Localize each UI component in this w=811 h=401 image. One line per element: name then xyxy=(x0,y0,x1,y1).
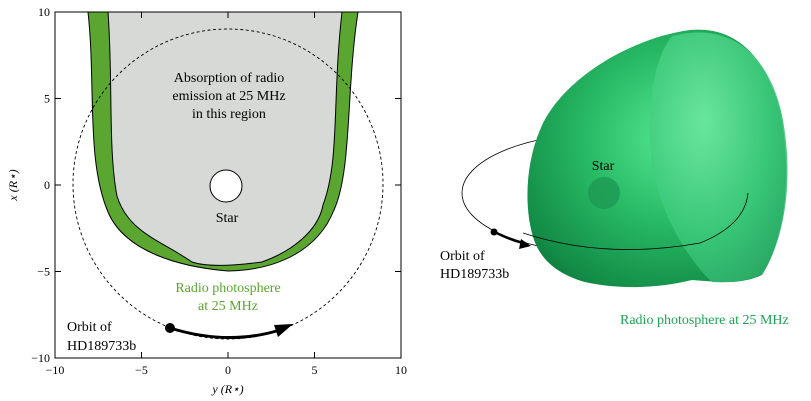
x-tick-label: 0 xyxy=(225,363,231,377)
absorption-label-line1: Absorption of radio xyxy=(174,71,284,86)
x-tick-label: 10 xyxy=(395,363,407,377)
planet-marker xyxy=(165,323,175,333)
arrowhead-3d-icon xyxy=(519,239,531,249)
star-circle xyxy=(209,169,243,203)
x-tick-label: −5 xyxy=(135,363,148,377)
left-panel: −10 −5 0 5 10 10 5 0 −5 −10 y (R⋆) x (R⋆… xyxy=(6,5,407,396)
x-tick-label: −10 xyxy=(46,363,65,377)
photosphere-label-line2: at 25 MHz xyxy=(198,299,258,314)
absorption-label-line2: emission at 25 MHz xyxy=(172,89,285,104)
absorption-region xyxy=(107,12,343,266)
planet-marker-3d xyxy=(490,228,498,236)
photosphere-3d-lobe xyxy=(649,32,788,283)
absorption-label-line3: in this region xyxy=(192,107,266,122)
star-3d xyxy=(588,177,620,209)
orbit-label-3d-line1: Orbit of xyxy=(440,249,485,264)
y-axis-label: x (R⋆) xyxy=(6,169,20,201)
x-axis-label: y (R⋆) xyxy=(211,382,243,396)
y-tick-label: 10 xyxy=(38,5,50,19)
arrowhead-icon xyxy=(274,324,293,337)
star-label: Star xyxy=(216,211,239,226)
right-panel: Star Orbit of HD189733b Radio photospher… xyxy=(440,29,789,328)
y-tick-label: 0 xyxy=(44,178,50,192)
x-tick-label: 5 xyxy=(312,363,318,377)
axis-ticks xyxy=(54,11,402,359)
orbit-label-line2: HD189733b xyxy=(67,339,136,354)
orbit-direction-arrow-3d xyxy=(493,231,523,244)
y-tick-label: −10 xyxy=(31,351,50,365)
y-tick-label: 5 xyxy=(44,92,50,106)
photosphere-label-line1: Radio photosphere xyxy=(175,281,280,296)
orbit-direction-arrow xyxy=(169,326,281,340)
orbit-label-line1: Orbit of xyxy=(67,320,112,335)
y-tick-label: −5 xyxy=(37,265,50,279)
orbit-label-3d-line2: HD189733b xyxy=(440,267,509,282)
photosphere-label-3d: Radio photosphere at 25 MHz xyxy=(620,313,789,328)
orbit-front-segment xyxy=(522,192,749,250)
star-label-3d: Star xyxy=(592,159,615,174)
